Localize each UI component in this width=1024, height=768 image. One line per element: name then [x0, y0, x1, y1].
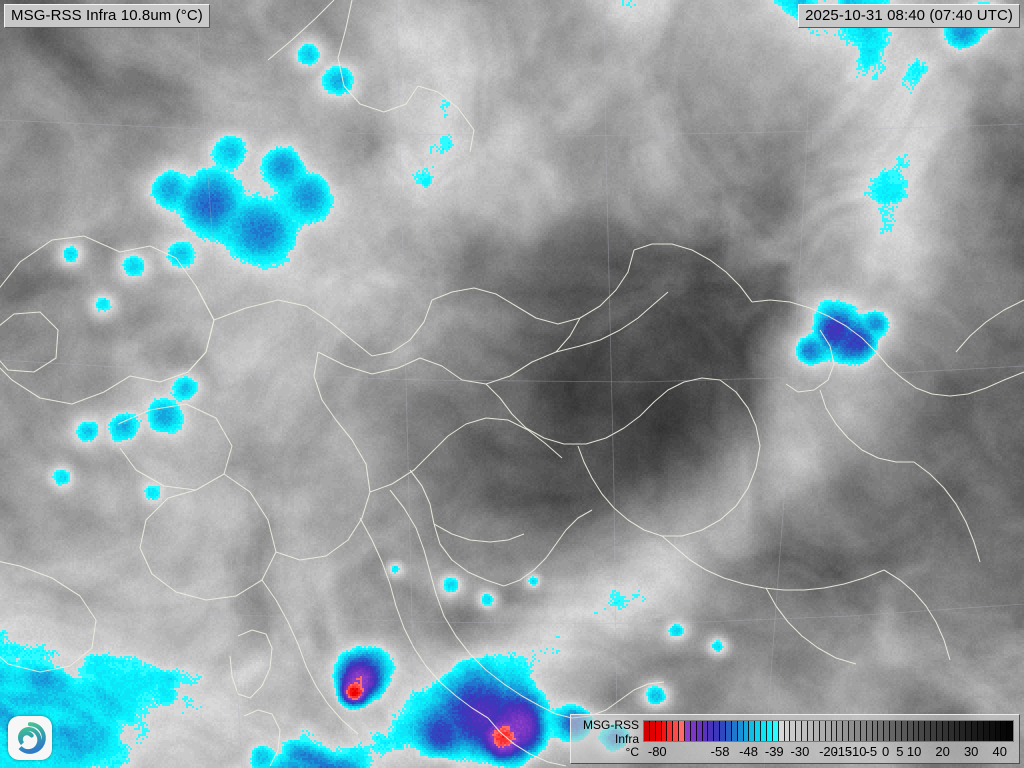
colorbar-swatch	[995, 721, 1002, 741]
colorbar-swatch	[878, 721, 885, 741]
colorbar-gradient	[643, 720, 1014, 742]
colorbar-swatch	[819, 721, 826, 741]
legend-line-2: Infra	[614, 731, 639, 746]
colorbar-swatch	[649, 721, 656, 741]
colorbar-swatch	[761, 721, 768, 741]
colorbar-swatch	[767, 721, 773, 741]
colorbar-tick: -20	[819, 744, 838, 759]
colorbar-swatch	[884, 721, 891, 741]
colorbar-swatch	[667, 721, 674, 741]
colorbar-swatch	[936, 721, 943, 741]
colorbar-tick: 10	[906, 744, 922, 759]
colorbar-swatch	[808, 721, 814, 741]
colorbar-swatch	[872, 721, 879, 741]
colorbar-tick: -15	[833, 744, 853, 759]
colorbar-tick: -39	[764, 744, 784, 759]
colorbar-swatch	[954, 721, 961, 741]
colorbar-swatch	[831, 721, 838, 741]
colorbar-swatch	[837, 721, 844, 741]
colorbar-swatch	[849, 721, 855, 741]
colorbar-swatch	[714, 721, 721, 741]
colorbar-swatch	[679, 721, 686, 741]
colorbar-tick: 20	[935, 744, 950, 759]
colorbar-swatch	[860, 721, 867, 741]
colorbar-swatch	[825, 721, 832, 741]
colorbar-swatch	[726, 721, 732, 741]
colorbar-swatch	[919, 721, 926, 741]
colorbar-swatch	[854, 721, 861, 741]
legend-line-1: MSG-RSS	[582, 718, 639, 732]
colorbar-swatch	[890, 721, 896, 741]
colorbar-swatch	[644, 721, 650, 741]
colorbar-swatch	[673, 721, 680, 741]
colorbar-swatch	[690, 721, 697, 741]
colorbar-swatch	[702, 721, 709, 741]
colorbar-swatch	[737, 721, 744, 741]
colorbar-tick: -10	[847, 744, 867, 759]
colorbar-swatch	[983, 721, 990, 741]
colorbar-swatch	[790, 721, 797, 741]
colorbar-tick: -5	[865, 744, 878, 759]
colorbar-swatch	[966, 721, 973, 741]
colorbar-swatch	[685, 721, 691, 741]
colorbar-swatch	[743, 721, 750, 741]
colorbar-legend: MSG-RSS Infra °C -80 -58 -48 -39 -30 -20 -15 -1…	[570, 714, 1020, 764]
colorbar-swatch	[948, 721, 955, 741]
timestamp-label: 2025-10-31 08:40 (07:40 UTC)	[798, 4, 1020, 28]
colorbar-swatch	[784, 721, 791, 741]
colorbar-swatch	[925, 721, 932, 741]
colorbar-swatch	[755, 721, 762, 741]
colorbar-tick: -48	[739, 744, 758, 759]
colorbar-swatch	[907, 721, 914, 741]
colorbar-swatch	[655, 721, 662, 741]
colorbar-swatch	[866, 721, 873, 741]
colorbar-tick-labels: -80 -58 -48 -39 -30 -20 -15 -10 -5 0 5 10 20 30 40	[643, 743, 1014, 761]
colorbar-swatch	[696, 721, 703, 741]
colorbar-swatch	[731, 721, 738, 741]
colorbar-swatch	[720, 721, 727, 741]
colorbar-swatch	[708, 721, 715, 741]
colorbar-swatch	[931, 721, 937, 741]
colorbar-swatch	[960, 721, 967, 741]
colorbar-tick: 5	[896, 744, 904, 759]
colorbar-swatch	[843, 721, 850, 741]
colorbar-swatch	[901, 721, 908, 741]
legend-caption: MSG-RSS Infra °C	[577, 718, 639, 760]
colorbar-swatch	[942, 721, 949, 741]
legend-line-3: °C	[625, 745, 639, 759]
colorbar-tick: -58	[710, 744, 730, 759]
colorbar-swatch	[813, 721, 820, 741]
colorbar-tick: 30	[963, 744, 979, 759]
colorbar-tick: -80	[647, 744, 667, 759]
colorbar-tick: 0	[881, 744, 890, 759]
product-title-label: MSG-RSS Infra 10.8um (°C)	[4, 4, 210, 28]
colorbar-swatch	[749, 721, 756, 741]
colorbar-swatch	[802, 721, 809, 741]
colorbar-tick: -30	[790, 744, 810, 759]
colorbar-swatch	[796, 721, 803, 741]
app-logo[interactable]	[8, 716, 52, 760]
colorbar-swatch	[661, 721, 668, 741]
colorbar-gradient-wrap	[643, 720, 1014, 742]
colorbar-swatch	[1001, 721, 1008, 741]
colorbar-swatch	[778, 721, 785, 741]
colorbar-swatch	[972, 721, 978, 741]
colorbar-swatch	[989, 721, 996, 741]
colorbar-swatch	[913, 721, 920, 741]
colorbar-swatch	[772, 721, 779, 741]
colorbar-swatch	[977, 721, 984, 741]
colorbar-swatch	[1007, 721, 1014, 741]
swirl-icon	[18, 722, 46, 754]
colorbar-tick: 40	[992, 744, 1007, 759]
colorbar-swatch	[895, 721, 902, 741]
